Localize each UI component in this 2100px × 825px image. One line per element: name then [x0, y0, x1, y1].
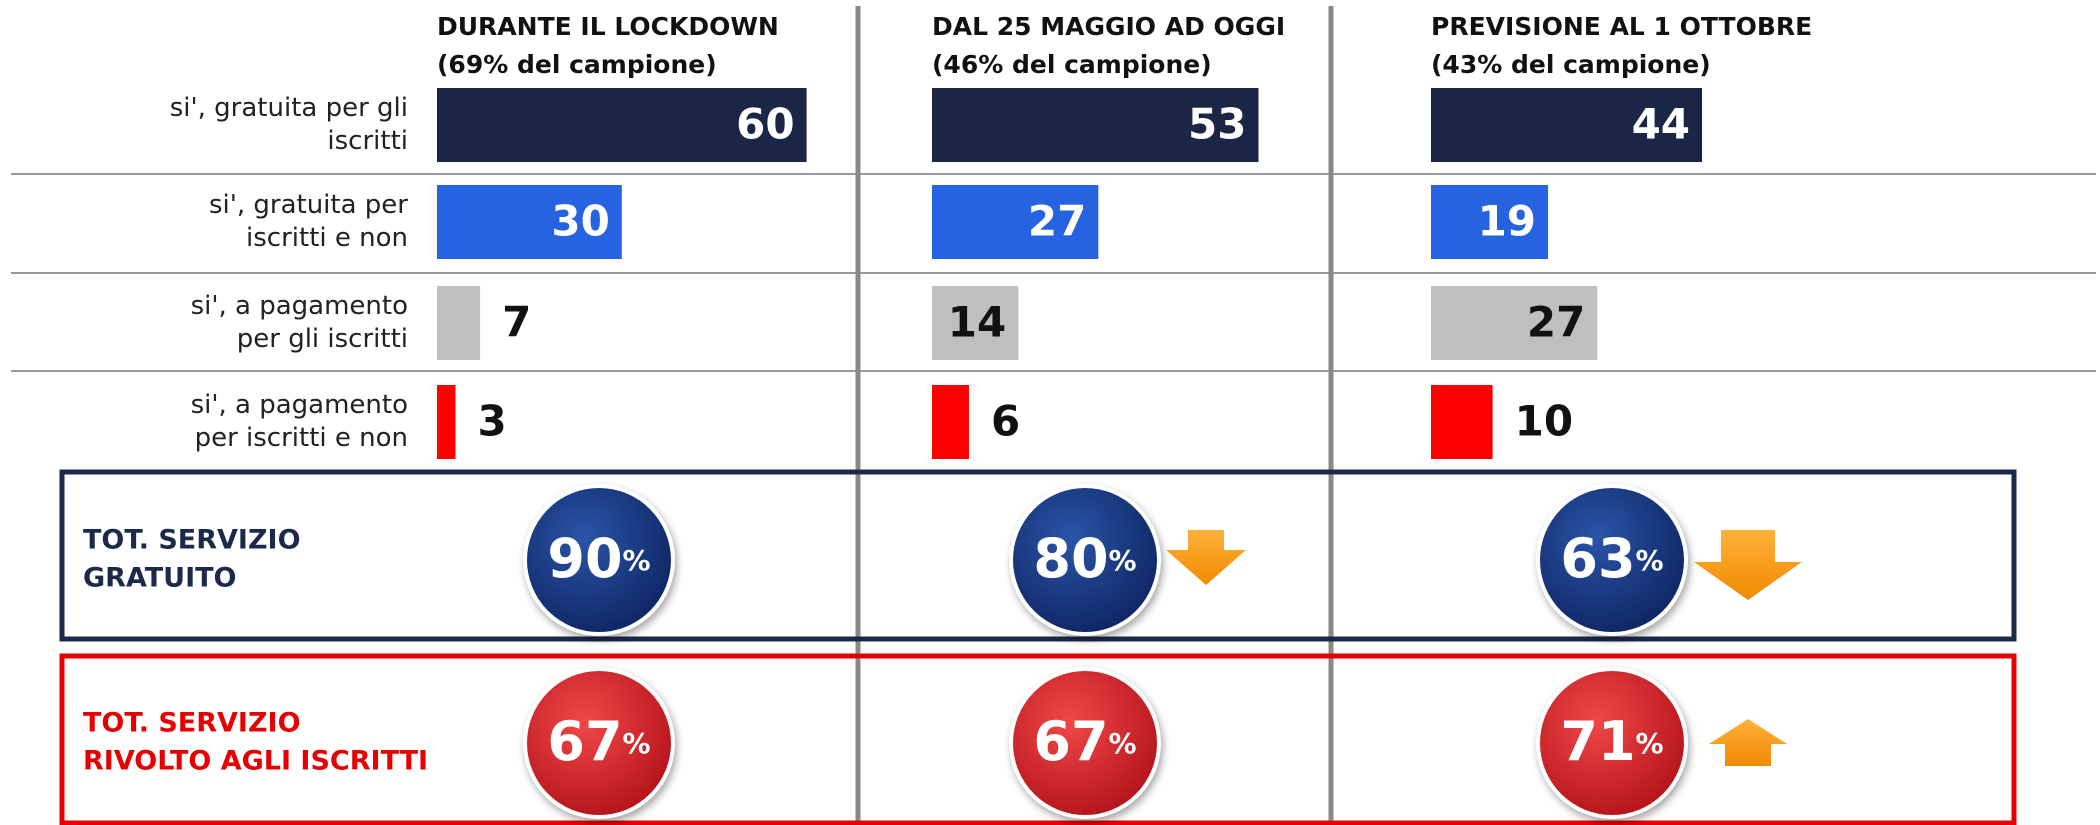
value-label: 6	[991, 397, 1020, 446]
column-subtitle: (69% del campione)	[437, 50, 717, 79]
total-value: 67%	[547, 710, 650, 773]
value-label: 19	[1478, 197, 1536, 246]
total-circle	[1536, 667, 1688, 819]
layout-lines	[11, 6, 2096, 825]
value-label: 10	[1515, 397, 1573, 446]
value-label: 27	[1527, 298, 1585, 347]
total-value: 67%	[1033, 710, 1136, 773]
total-label: GRATUITO	[83, 563, 237, 594]
value-label: 53	[1188, 100, 1246, 149]
bar	[932, 286, 1019, 360]
total-circle	[523, 667, 675, 819]
value-label: 3	[477, 397, 506, 446]
bar	[932, 385, 969, 459]
total-label: RIVOLTO AGLI ISCRITTI	[83, 746, 428, 777]
down-arrow	[1694, 530, 1802, 600]
row-label: per gli iscritti	[237, 324, 408, 354]
total-label: TOT. SERVIZIO	[83, 525, 301, 556]
value-label: 30	[551, 197, 609, 246]
total-box	[59, 469, 2017, 642]
bar	[437, 185, 622, 259]
bar	[1431, 185, 1549, 259]
up-arrow	[1709, 719, 1787, 766]
column-subtitle: (43% del campione)	[1431, 50, 1711, 79]
total-value: 71%	[1560, 710, 1663, 773]
row-label: per iscritti e non	[195, 423, 408, 453]
column-title: PREVISIONE AL 1 OTTOBRE	[1431, 12, 1812, 41]
total-value: 90%	[547, 527, 650, 590]
total-value: 63%	[1560, 527, 1663, 590]
bar	[437, 385, 456, 459]
total-circle	[1536, 484, 1688, 636]
row-label: iscritti	[327, 126, 408, 156]
value-label: 60	[736, 100, 794, 149]
bar	[1431, 286, 1598, 360]
bar	[437, 88, 807, 162]
row-label: si', a pagamento	[191, 390, 408, 420]
value-label: 44	[1632, 100, 1690, 149]
total-circle	[1009, 484, 1161, 636]
trend-arrows	[1166, 530, 1802, 766]
total-value: 80%	[1033, 527, 1136, 590]
down-arrow	[1166, 530, 1246, 585]
row-label: iscritti e non	[246, 223, 408, 253]
column-title: DAL 25 MAGGIO AD OGGI	[932, 12, 1285, 41]
row-label: si', gratuita per gli	[170, 93, 408, 123]
total-label: TOT. SERVIZIO	[83, 708, 301, 739]
column-subtitle: (46% del campione)	[932, 50, 1212, 79]
bar	[1431, 385, 1493, 459]
bar	[1431, 88, 1703, 162]
row-label: si', gratuita per	[209, 190, 408, 220]
value-label: 27	[1028, 197, 1086, 246]
value-label: 14	[948, 298, 1006, 347]
value-label: 7	[502, 298, 531, 347]
bar	[932, 185, 1099, 259]
total-circle	[523, 484, 675, 636]
row-label: si', a pagamento	[191, 291, 408, 321]
bar	[932, 88, 1259, 162]
total-box	[59, 653, 2017, 825]
total-circle	[1009, 667, 1161, 819]
column-title: DURANTE IL LOCKDOWN	[437, 12, 779, 41]
bar	[437, 286, 481, 360]
